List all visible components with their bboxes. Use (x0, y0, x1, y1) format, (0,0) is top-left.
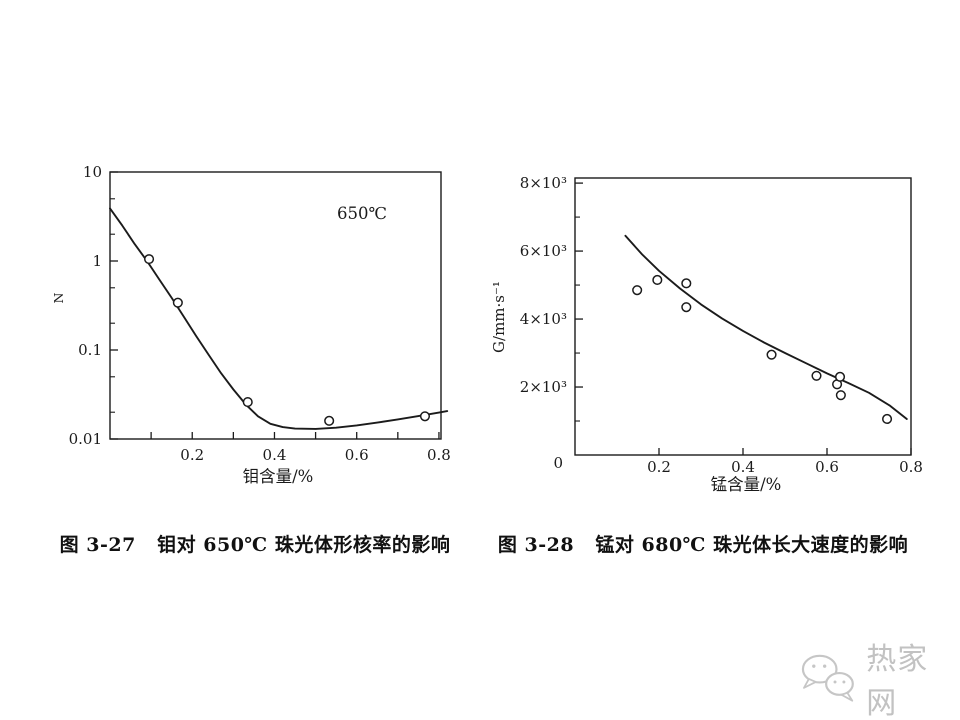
x-tick-label: 0.2 (647, 458, 671, 476)
data-point (324, 415, 335, 426)
data-point (835, 390, 846, 401)
x-tick-label: 0.8 (899, 458, 923, 476)
y-tick-label: 1 (92, 252, 102, 270)
y-axis-ticks: 10 1 0.1 0.01 (69, 163, 118, 448)
y-axis-title: N (51, 292, 66, 303)
y-tick-label: 0.01 (69, 430, 102, 448)
data-point (632, 285, 643, 296)
figure-3-28-caption: 图 3-28 锰对 680℃ 珠光体长大速度的影响 (497, 534, 909, 556)
data-point (882, 413, 893, 425)
x-tick-label: 0.4 (263, 446, 287, 464)
data-point (681, 302, 692, 313)
data-point (419, 411, 431, 422)
y-tick-label: 0.1 (78, 341, 102, 359)
fit-curve (624, 234, 908, 420)
temperature-annotation: 650℃ (337, 204, 387, 223)
x-axis-title: 锰含量/% (711, 475, 782, 494)
x-tick-label: 0.6 (345, 446, 369, 464)
y-tick-label: 10 (83, 163, 102, 181)
y-axis-ticks: 2×10³ 4×10³ 6×10³ 8×10³ (520, 174, 583, 422)
data-point (144, 254, 155, 265)
figure-3-27-caption: 图 3-27 钼对 650℃ 珠光体形核率的影响 (59, 534, 451, 556)
figure-3-27-chart: 0.2 0.4 0.6 0.8 10 1 0.1 0.01 650℃ 钼含量/% N (51, 163, 451, 486)
data-point (834, 371, 846, 382)
data-point (172, 297, 183, 308)
y-tick-label: 6×10³ (520, 242, 567, 260)
fit-curve (109, 207, 449, 430)
plot-border (574, 177, 912, 456)
y-tick-label: 2×10³ (520, 378, 567, 396)
data-points (144, 254, 431, 426)
data-point (652, 274, 663, 286)
x-tick-label: 0.2 (180, 446, 204, 464)
data-point (242, 397, 253, 408)
origin-label: 0 (553, 454, 563, 472)
x-tick-label: 0.8 (427, 446, 451, 464)
y-tick-label: 8×10³ (520, 174, 567, 192)
figure-3-28-chart: 0.2 0.4 0.6 0.8 2×10³ 4×10³ 6×10³ 8×10³ 锰含量/% G/m… (490, 174, 923, 494)
watermark-text: 热家网 (866, 642, 929, 720)
x-tick-label: 0.4 (731, 458, 755, 476)
x-axis-title: 钼含量/% (243, 467, 314, 486)
x-axis-ticks: 0.2 0.4 0.6 0.8 (150, 432, 451, 464)
data-point (811, 370, 822, 381)
y-tick-label: 4×10³ (520, 310, 567, 328)
watermark: 热家网 (798, 642, 958, 720)
wechat-bubbles-icon (801, 654, 854, 702)
data-point (681, 278, 692, 289)
plot-border (109, 171, 442, 440)
y-axis-title: G/mm·s⁻¹ (490, 281, 508, 353)
x-axis-ticks: 0.2 0.4 0.6 0.8 (647, 448, 923, 476)
data-points (632, 274, 893, 425)
data-point (766, 349, 777, 360)
x-tick-label: 0.6 (815, 458, 839, 476)
